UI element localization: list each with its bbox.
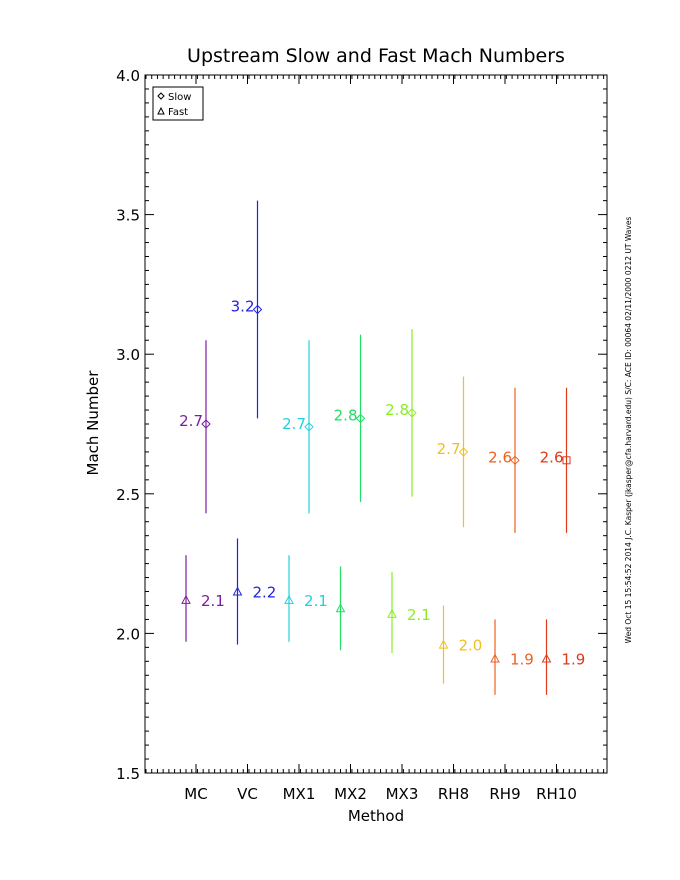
x-tick-label: MX1 — [283, 785, 316, 803]
slow-point — [355, 413, 366, 424]
slow-value-label: 2.7 — [179, 412, 203, 430]
fast-value-label: 2.1 — [201, 592, 225, 610]
slow-point — [407, 408, 417, 418]
y-axis-label: Mach Number — [84, 370, 102, 476]
slow-point — [562, 456, 571, 465]
slow-value-label: 2.7 — [437, 440, 461, 458]
fast-value-label: 2.1 — [407, 606, 431, 624]
axes: 1.5 2.0 2.5 3.0 3.5 4.0 MC VC MX1 MX2 MX3 RH8 RH9 RH1… — [116, 67, 608, 803]
x-tick-label: MX2 — [334, 785, 367, 803]
x-tick-label: RH10 — [536, 785, 577, 803]
slow-point — [252, 304, 263, 315]
slow-point — [458, 447, 469, 457]
legend-label-fast: Fast — [168, 107, 188, 118]
fast-value-label: 2.0 — [459, 637, 483, 655]
slow-point — [304, 422, 314, 432]
y-tick-label: 2.0 — [116, 625, 140, 643]
x-tick-label: VC — [237, 785, 258, 803]
slow-value-label: 2.6 — [488, 448, 512, 466]
slow-point — [201, 419, 211, 429]
plot-frame — [144, 74, 608, 774]
side-note: Wed Oct 15 15:54:52 2014 J.C. Kasper (jk… — [624, 217, 633, 644]
data-marks: 2.7 3.2 2.7 2.8 2.8 2.7 2.6 2.6 2.1 2.2 2.1 2.1 2.0 1… — [179, 200, 586, 695]
y-tick-label: 2.5 — [116, 486, 140, 504]
legend-diamond-icon — [157, 92, 165, 100]
fast-value-label: 2.2 — [253, 584, 277, 602]
slow-value-label: 3.2 — [231, 298, 255, 316]
slow-value-label: 2.8 — [334, 406, 358, 424]
y-tick-label: 1.5 — [116, 765, 140, 783]
x-tick-label: MX3 — [386, 785, 419, 803]
x-tick-label: MC — [184, 785, 207, 803]
legend-box — [152, 86, 204, 121]
slow-value-label: 2.6 — [540, 448, 564, 466]
fast-point — [181, 594, 191, 604]
slow-value-label: 2.8 — [385, 401, 409, 419]
fast-point — [284, 594, 294, 604]
y-tick-label: 3.0 — [116, 346, 140, 364]
fast-point — [438, 639, 449, 649]
fast-point — [232, 586, 243, 596]
chart-title: Upstream Slow and Fast Mach Numbers — [187, 45, 565, 67]
x-axis-label: Method — [348, 807, 404, 825]
slow-point — [510, 455, 520, 466]
fast-point — [490, 653, 500, 663]
fast-value-label: 1.9 — [510, 651, 534, 669]
slow-value-label: 2.7 — [282, 415, 306, 433]
legend: Slow Fast — [152, 86, 204, 121]
fast-point — [387, 608, 397, 618]
fast-point — [541, 653, 552, 663]
y-tick-label: 4.0 — [116, 67, 140, 85]
x-tick-label: RH9 — [489, 785, 520, 803]
fast-value-label: 1.9 — [562, 651, 586, 669]
fast-point — [335, 603, 346, 613]
y-tick-label: 3.5 — [116, 207, 140, 225]
x-tick-label: RH8 — [438, 785, 469, 803]
legend-label-slow: Slow — [168, 92, 191, 103]
fast-value-label: 2.1 — [304, 592, 328, 610]
legend-triangle-icon — [157, 106, 165, 115]
